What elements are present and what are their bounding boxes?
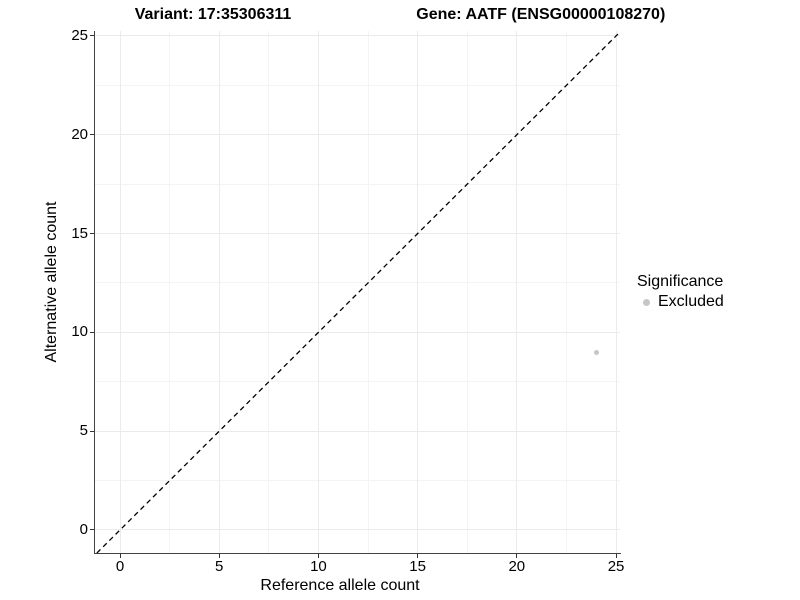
x-axis-label: Reference allele count — [260, 577, 420, 594]
gridline-major-y — [95, 233, 620, 235]
y-tick-mark — [90, 35, 94, 37]
gridline-minor-x — [268, 31, 270, 553]
x-tick-label: 15 — [409, 558, 426, 575]
y-tick-mark — [90, 529, 94, 531]
legend-item-excluded: Excluded — [637, 293, 724, 311]
y-tick-mark — [90, 134, 94, 136]
legend: Significance Excluded — [637, 272, 724, 311]
identity-line — [96, 31, 620, 553]
y-tick-mark — [90, 233, 94, 235]
gridline-major-y — [95, 430, 620, 432]
legend-point-icon — [643, 298, 650, 306]
gridline-major-y — [95, 134, 620, 136]
x-tick-label: 25 — [607, 558, 625, 575]
plot-title-gene: Gene: AATF (ENSG00000108270) — [416, 6, 666, 23]
legend-title: Significance — [637, 273, 724, 290]
gridline-minor-y — [95, 480, 620, 482]
gridline-minor-x — [466, 31, 468, 553]
x-tick-label: 0 — [115, 558, 125, 575]
legend-item-label: Excluded — [658, 293, 724, 310]
gridline-major-x — [417, 31, 419, 553]
y-tick-mark — [90, 430, 94, 432]
data-point — [593, 349, 599, 355]
gridline-major-y — [95, 331, 620, 333]
gridline-major-y — [95, 35, 620, 37]
x-tick-mark — [615, 554, 617, 558]
gridline-minor-y — [95, 183, 620, 185]
gridline-minor-y — [95, 381, 620, 383]
y-tick-mark — [90, 331, 94, 333]
gridline-major-x — [615, 31, 617, 553]
gridline-major-x — [218, 31, 220, 553]
x-tick-mark — [119, 554, 121, 558]
x-tick-label: 20 — [508, 558, 526, 575]
gridline-major-y — [95, 529, 620, 531]
gridline-minor-y — [95, 84, 620, 86]
x-tick-label: 10 — [310, 558, 327, 575]
plot-title-variant: Variant: 17:35306311 — [134, 6, 292, 23]
x-tick-mark — [516, 554, 518, 558]
gridline-minor-x — [565, 31, 567, 553]
x-axis-line — [94, 553, 621, 554]
gridline-minor-y — [95, 282, 620, 284]
x-tick-label: 5 — [215, 558, 224, 575]
y-tick-label: 15 — [71, 224, 88, 242]
gridline-major-x — [119, 31, 121, 553]
gridline-major-x — [317, 31, 319, 553]
gridline-minor-x — [169, 31, 171, 553]
y-tick-label: 25 — [71, 26, 88, 44]
y-tick-label: 20 — [71, 125, 88, 143]
y-tick-label: 10 — [71, 323, 88, 341]
x-tick-mark — [218, 554, 220, 558]
plot-panel — [95, 31, 620, 553]
x-tick-mark — [417, 554, 419, 558]
y-tick-label: 5 — [79, 422, 88, 440]
y-axis-line — [94, 31, 95, 554]
gridline-minor-x — [367, 31, 369, 553]
gridline-major-x — [516, 31, 518, 553]
plot-title-row: Variant: 17:35306311 Gene: AATF (ENSG000… — [0, 5, 800, 25]
x-tick-mark — [317, 554, 319, 558]
y-tick-label: 0 — [79, 520, 88, 538]
